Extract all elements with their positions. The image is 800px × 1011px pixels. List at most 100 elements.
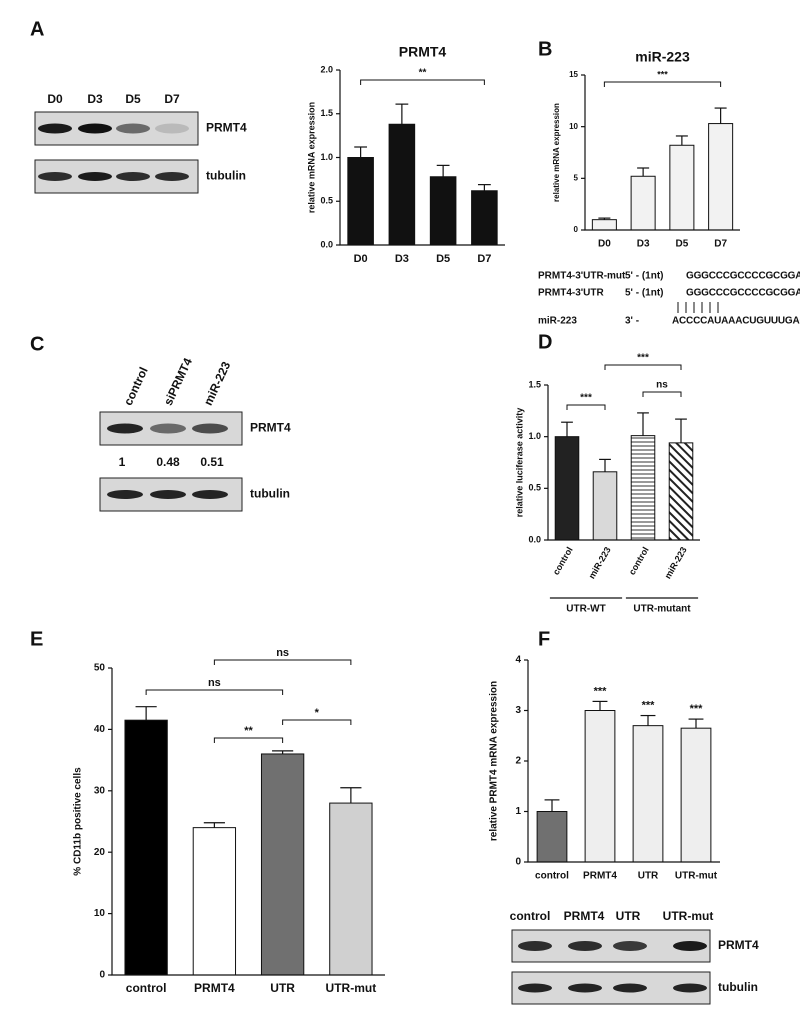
error-bar — [598, 217, 611, 220]
sequence-name: PRMT4-3'UTR — [538, 288, 604, 299]
lane-label: siPRMT4 — [161, 355, 195, 407]
significance: *** — [690, 703, 704, 715]
x-tick-label: control — [627, 545, 651, 576]
y-tick-label: 10 — [569, 122, 578, 131]
y-tick-label: 1.0 — [528, 431, 541, 441]
significance: ns — [208, 677, 221, 689]
x-tick-label: control — [126, 981, 167, 995]
sequence-name: miR-223 — [538, 316, 577, 327]
x-tick-label: D0 — [598, 239, 611, 250]
bar — [708, 123, 734, 231]
sequence-end: 5' - (1nt) — [625, 271, 664, 282]
blot-band — [78, 123, 112, 134]
y-tick-label: 1.5 — [320, 108, 333, 118]
significance: *** — [594, 685, 608, 697]
significance: ** — [419, 68, 427, 79]
y-tick-label: 0.0 — [528, 534, 541, 544]
error-bar — [395, 103, 409, 125]
significance: *** — [637, 353, 649, 364]
y-tick-label: 0 — [515, 857, 521, 868]
pairing-lines — [677, 302, 719, 313]
sequence: GGGCCCGCCCCGCGGAGUCAGAG - 3' — [686, 271, 800, 282]
panel-letter: C — [30, 333, 44, 355]
axes — [111, 668, 385, 976]
panel-letter: E — [30, 628, 43, 650]
blot-band — [38, 123, 72, 134]
row-label: tubulin — [250, 487, 290, 501]
blot-band — [107, 423, 143, 434]
significance: ** — [244, 725, 253, 737]
sequence-end: 5' - (1nt) — [625, 288, 664, 299]
x-tick-label: D3 — [637, 239, 650, 250]
y-tick-label: 40 — [94, 724, 106, 735]
lane-label: control — [121, 365, 151, 408]
error-bar — [544, 799, 560, 812]
bar — [584, 710, 616, 863]
x-tick-label: UTR-mut — [326, 981, 377, 995]
blot-band — [518, 983, 552, 993]
x-tick-label: control — [551, 545, 575, 576]
panel-letter: D — [538, 331, 552, 353]
significance-bracket — [145, 689, 284, 695]
y-tick-label: 5 — [574, 173, 579, 182]
significance: ns — [656, 380, 668, 391]
error-bar — [599, 458, 611, 472]
significance-bracket — [282, 719, 352, 725]
panel-letter: A — [30, 18, 44, 40]
bar — [668, 442, 694, 541]
x-tick-label: PRMT4 — [583, 871, 617, 882]
y-tick-label: 1.0 — [320, 152, 333, 162]
x-tick-label: D5 — [675, 239, 688, 250]
error-bar — [477, 184, 491, 191]
chart-title: miR-223 — [635, 49, 690, 65]
lane-label: D7 — [164, 92, 180, 106]
y-tick-label: 30 — [94, 785, 106, 796]
error-bar — [592, 700, 608, 711]
error-bar — [354, 146, 368, 158]
x-tick-label: UTR-mut — [675, 871, 718, 882]
blot-band — [613, 983, 647, 993]
x-tick-label: UTR — [270, 981, 295, 995]
blot-band — [673, 983, 707, 993]
x-tick-label: D7 — [714, 239, 727, 250]
bar — [632, 725, 664, 863]
error-bar — [640, 714, 656, 726]
row-label: tubulin — [718, 980, 758, 994]
error-bar — [272, 750, 294, 754]
x-tick-label: miR-223 — [663, 545, 689, 580]
significance: *** — [642, 699, 656, 711]
y-tick-label: 3 — [515, 705, 521, 716]
row-label: PRMT4 — [718, 938, 759, 952]
y-tick-label: 4 — [515, 655, 521, 666]
sequence-end: 3' - — [625, 316, 639, 327]
row-label: PRMT4 — [206, 121, 247, 135]
significance: *** — [657, 69, 668, 79]
y-tick-label: 2.0 — [320, 64, 333, 74]
bar — [347, 157, 374, 246]
y-tick-label: 2 — [515, 756, 521, 767]
error-bar — [675, 418, 687, 443]
error-bar — [714, 107, 727, 124]
y-tick-label: 0.5 — [320, 196, 333, 206]
significance: ns — [276, 647, 289, 659]
x-tick-label: D0 — [354, 253, 368, 265]
x-tick-label: D7 — [477, 253, 491, 265]
group-label: UTR-mutant — [633, 604, 691, 615]
blot-band — [673, 941, 707, 951]
bar — [591, 219, 617, 231]
row-label: tubulin — [206, 169, 246, 183]
blot-band — [107, 490, 143, 499]
y-tick-label: 0 — [99, 970, 105, 981]
blot-band — [150, 490, 186, 499]
x-tick-label: D5 — [436, 253, 450, 265]
blot-band — [155, 123, 189, 134]
blot-band — [116, 123, 150, 134]
error-bar — [135, 706, 157, 721]
lane-label: D0 — [47, 92, 63, 106]
x-tick-label: UTR — [638, 871, 659, 882]
lane-label: UTR-mut — [663, 909, 714, 923]
sequence: ACCCCAUAAACUGUUUGACUGU - 5' — [672, 316, 800, 327]
group-label: UTR-WT — [566, 604, 605, 615]
y-tick-label: 1 — [515, 806, 521, 817]
